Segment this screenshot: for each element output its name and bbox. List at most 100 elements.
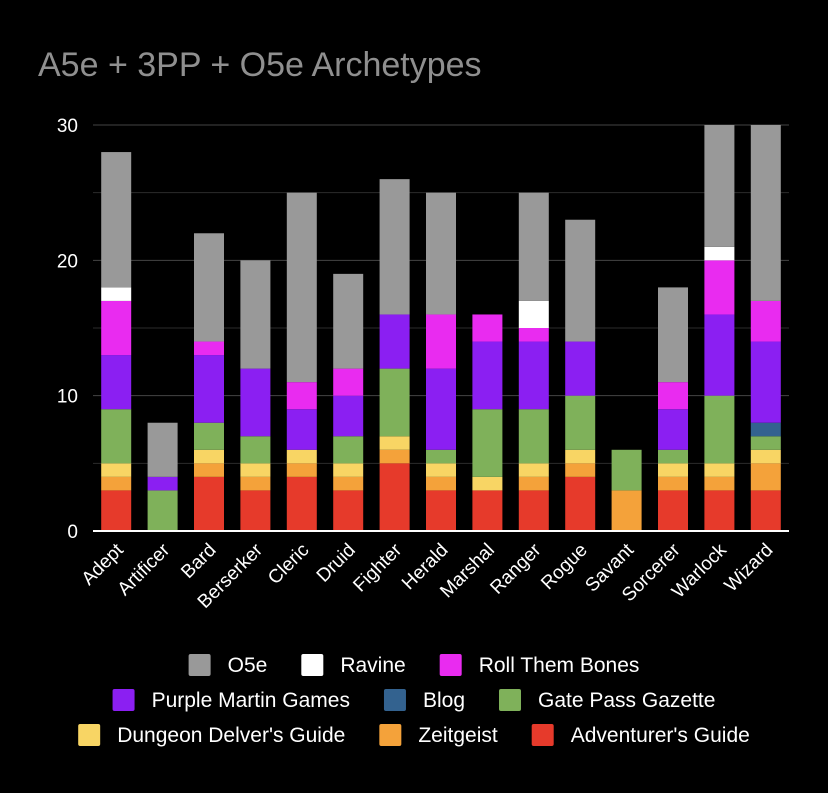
bar-segment-bard-dungeon-delver-s-guide bbox=[194, 449, 224, 464]
legend-item-gate-pass-gazette: Gate Pass Gazette bbox=[499, 689, 715, 712]
bar-segment-berserker-zeitgeist bbox=[240, 476, 271, 491]
bar-stack-ranger bbox=[518, 192, 549, 531]
bar-segment-bard-gate-pass-gazette bbox=[194, 422, 224, 450]
bar-segment-sorcerer-dungeon-delver-s-guide bbox=[658, 463, 688, 477]
bar-segment-berserker-o5e bbox=[240, 260, 271, 369]
y-tick-label: 0 bbox=[67, 522, 78, 543]
bar-stack-sorcerer bbox=[658, 287, 688, 531]
bar-segment-ranger-gate-pass-gazette bbox=[518, 409, 549, 464]
bar-stack-druid bbox=[333, 273, 364, 531]
legend-swatch bbox=[112, 689, 135, 711]
bar-segment-wizard-zeitgeist bbox=[750, 463, 781, 491]
legend-label: Dungeon Delver's Guide bbox=[117, 724, 345, 747]
bar-segment-savant-gate-pass-gazette bbox=[611, 449, 642, 491]
bar-segment-wizard-gate-pass-gazette bbox=[750, 436, 781, 450]
legend-label: Ravine bbox=[340, 654, 405, 677]
bar-segment-warlock-roll-them-bones bbox=[704, 260, 735, 315]
legend-swatch bbox=[499, 689, 521, 711]
bar-segment-adept-zeitgeist bbox=[101, 476, 132, 491]
bar-stack-rogue bbox=[565, 219, 596, 531]
legend-item-roll-them-bones: Roll Them Bones bbox=[439, 654, 640, 677]
bar-segment-berserker-adventurer-s-guide bbox=[240, 490, 271, 531]
bar-segment-druid-dungeon-delver-s-guide bbox=[333, 463, 364, 477]
bar-segment-sorcerer-gate-pass-gazette bbox=[658, 449, 688, 464]
bar-segment-bard-zeitgeist bbox=[194, 463, 224, 477]
bar-segment-warlock-zeitgeist bbox=[704, 476, 735, 491]
legend-swatch bbox=[301, 654, 324, 676]
bar-segment-ranger-ravine bbox=[518, 300, 549, 328]
bar-stack-adept bbox=[101, 152, 132, 531]
y-tick-label: 10 bbox=[57, 387, 78, 408]
legend-swatch bbox=[531, 724, 554, 746]
bar-stack-bard bbox=[194, 233, 224, 531]
chart-title: A5e + 3PP + O5e Archetypes bbox=[38, 46, 482, 84]
bar-segment-marshal-purple-martin-games bbox=[472, 341, 503, 410]
bar-segment-fighter-purple-martin-games bbox=[379, 314, 410, 369]
bar-stack-artificer bbox=[147, 422, 178, 531]
bar-segment-wizard-purple-martin-games bbox=[750, 341, 781, 423]
y-axis-tick-labels: 0 10 20 30 bbox=[57, 116, 78, 543]
bar-segment-berserker-gate-pass-gazette bbox=[240, 436, 271, 464]
bar-segment-cleric-o5e bbox=[286, 192, 317, 383]
bar-segment-rogue-adventurer-s-guide bbox=[565, 476, 596, 531]
bar-stack-cleric bbox=[286, 192, 317, 531]
bar-segment-adept-ravine bbox=[101, 287, 132, 301]
bar-segment-adept-o5e bbox=[101, 152, 132, 288]
bar-segment-sorcerer-o5e bbox=[658, 287, 688, 383]
bar-segment-druid-o5e bbox=[333, 273, 364, 369]
bar-segment-adept-purple-martin-games bbox=[101, 355, 132, 410]
bar-segment-wizard-o5e bbox=[750, 125, 781, 301]
legend-label: Roll Them Bones bbox=[479, 654, 640, 677]
bar-segment-marshal-dungeon-delver-s-guide bbox=[472, 476, 503, 491]
bar-segment-warlock-purple-martin-games bbox=[704, 314, 735, 396]
bar-stack-wizard bbox=[750, 125, 781, 531]
bar-segment-cleric-dungeon-delver-s-guide bbox=[286, 449, 317, 464]
legend-swatch bbox=[188, 654, 211, 676]
bar-segment-rogue-dungeon-delver-s-guide bbox=[565, 449, 596, 464]
legend-item-purple-martin-games: Purple Martin Games bbox=[112, 689, 350, 712]
bar-segment-wizard-adventurer-s-guide bbox=[750, 490, 781, 531]
bar-segment-sorcerer-zeitgeist bbox=[658, 476, 688, 491]
bar-segment-bard-roll-them-bones bbox=[194, 341, 224, 356]
bar-segment-sorcerer-purple-martin-games bbox=[658, 409, 688, 450]
bars bbox=[101, 125, 781, 531]
bar-stack-berserker bbox=[240, 260, 271, 531]
bar-segment-ranger-zeitgeist bbox=[518, 476, 549, 491]
bar-segment-sorcerer-roll-them-bones bbox=[658, 382, 688, 410]
bar-segment-druid-zeitgeist bbox=[333, 476, 364, 491]
bar-segment-fighter-zeitgeist bbox=[379, 449, 410, 464]
bar-segment-cleric-adventurer-s-guide bbox=[286, 476, 317, 531]
bar-segment-wizard-dungeon-delver-s-guide bbox=[750, 449, 781, 464]
bar-segment-marshal-roll-them-bones bbox=[472, 314, 503, 342]
bar-segment-fighter-dungeon-delver-s-guide bbox=[379, 436, 410, 450]
bar-segment-ranger-adventurer-s-guide bbox=[518, 490, 549, 531]
bar-segment-rogue-purple-martin-games bbox=[565, 341, 596, 396]
bar-stack-warlock bbox=[704, 125, 735, 531]
legend-item-zeitgeist: Zeitgeist bbox=[379, 724, 498, 747]
legend-label: Zeitgeist bbox=[418, 724, 498, 747]
bar-stack-savant bbox=[611, 449, 642, 531]
legend-swatch bbox=[439, 654, 462, 676]
bar-segment-savant-zeitgeist bbox=[611, 490, 642, 531]
bar-segment-cleric-zeitgeist bbox=[286, 463, 317, 477]
bar-segment-fighter-adventurer-s-guide bbox=[379, 463, 410, 531]
legend-label: Adventurer's Guide bbox=[571, 724, 750, 747]
bar-segment-herald-dungeon-delver-s-guide bbox=[426, 463, 456, 477]
bar-segment-warlock-o5e bbox=[704, 125, 735, 247]
legend-swatch bbox=[379, 724, 402, 746]
legend: O5e Ravine Roll Them Bones Purple Martin Ga… bbox=[78, 654, 750, 747]
bar-segment-warlock-adventurer-s-guide bbox=[704, 490, 735, 531]
bar-segment-warlock-dungeon-delver-s-guide bbox=[704, 463, 735, 477]
legend-swatch bbox=[383, 689, 406, 711]
bar-segment-artificer-o5e bbox=[147, 422, 178, 477]
bar-segment-sorcerer-adventurer-s-guide bbox=[658, 490, 688, 531]
legend-label: O5e bbox=[228, 654, 268, 677]
y-tick-label: 20 bbox=[57, 251, 78, 272]
y-tick-label: 30 bbox=[57, 116, 78, 137]
bar-segment-berserker-dungeon-delver-s-guide bbox=[240, 463, 271, 477]
legend-item-blog: Blog bbox=[383, 689, 465, 712]
bar-stack-marshal bbox=[472, 314, 503, 531]
bar-segment-rogue-o5e bbox=[565, 219, 596, 342]
